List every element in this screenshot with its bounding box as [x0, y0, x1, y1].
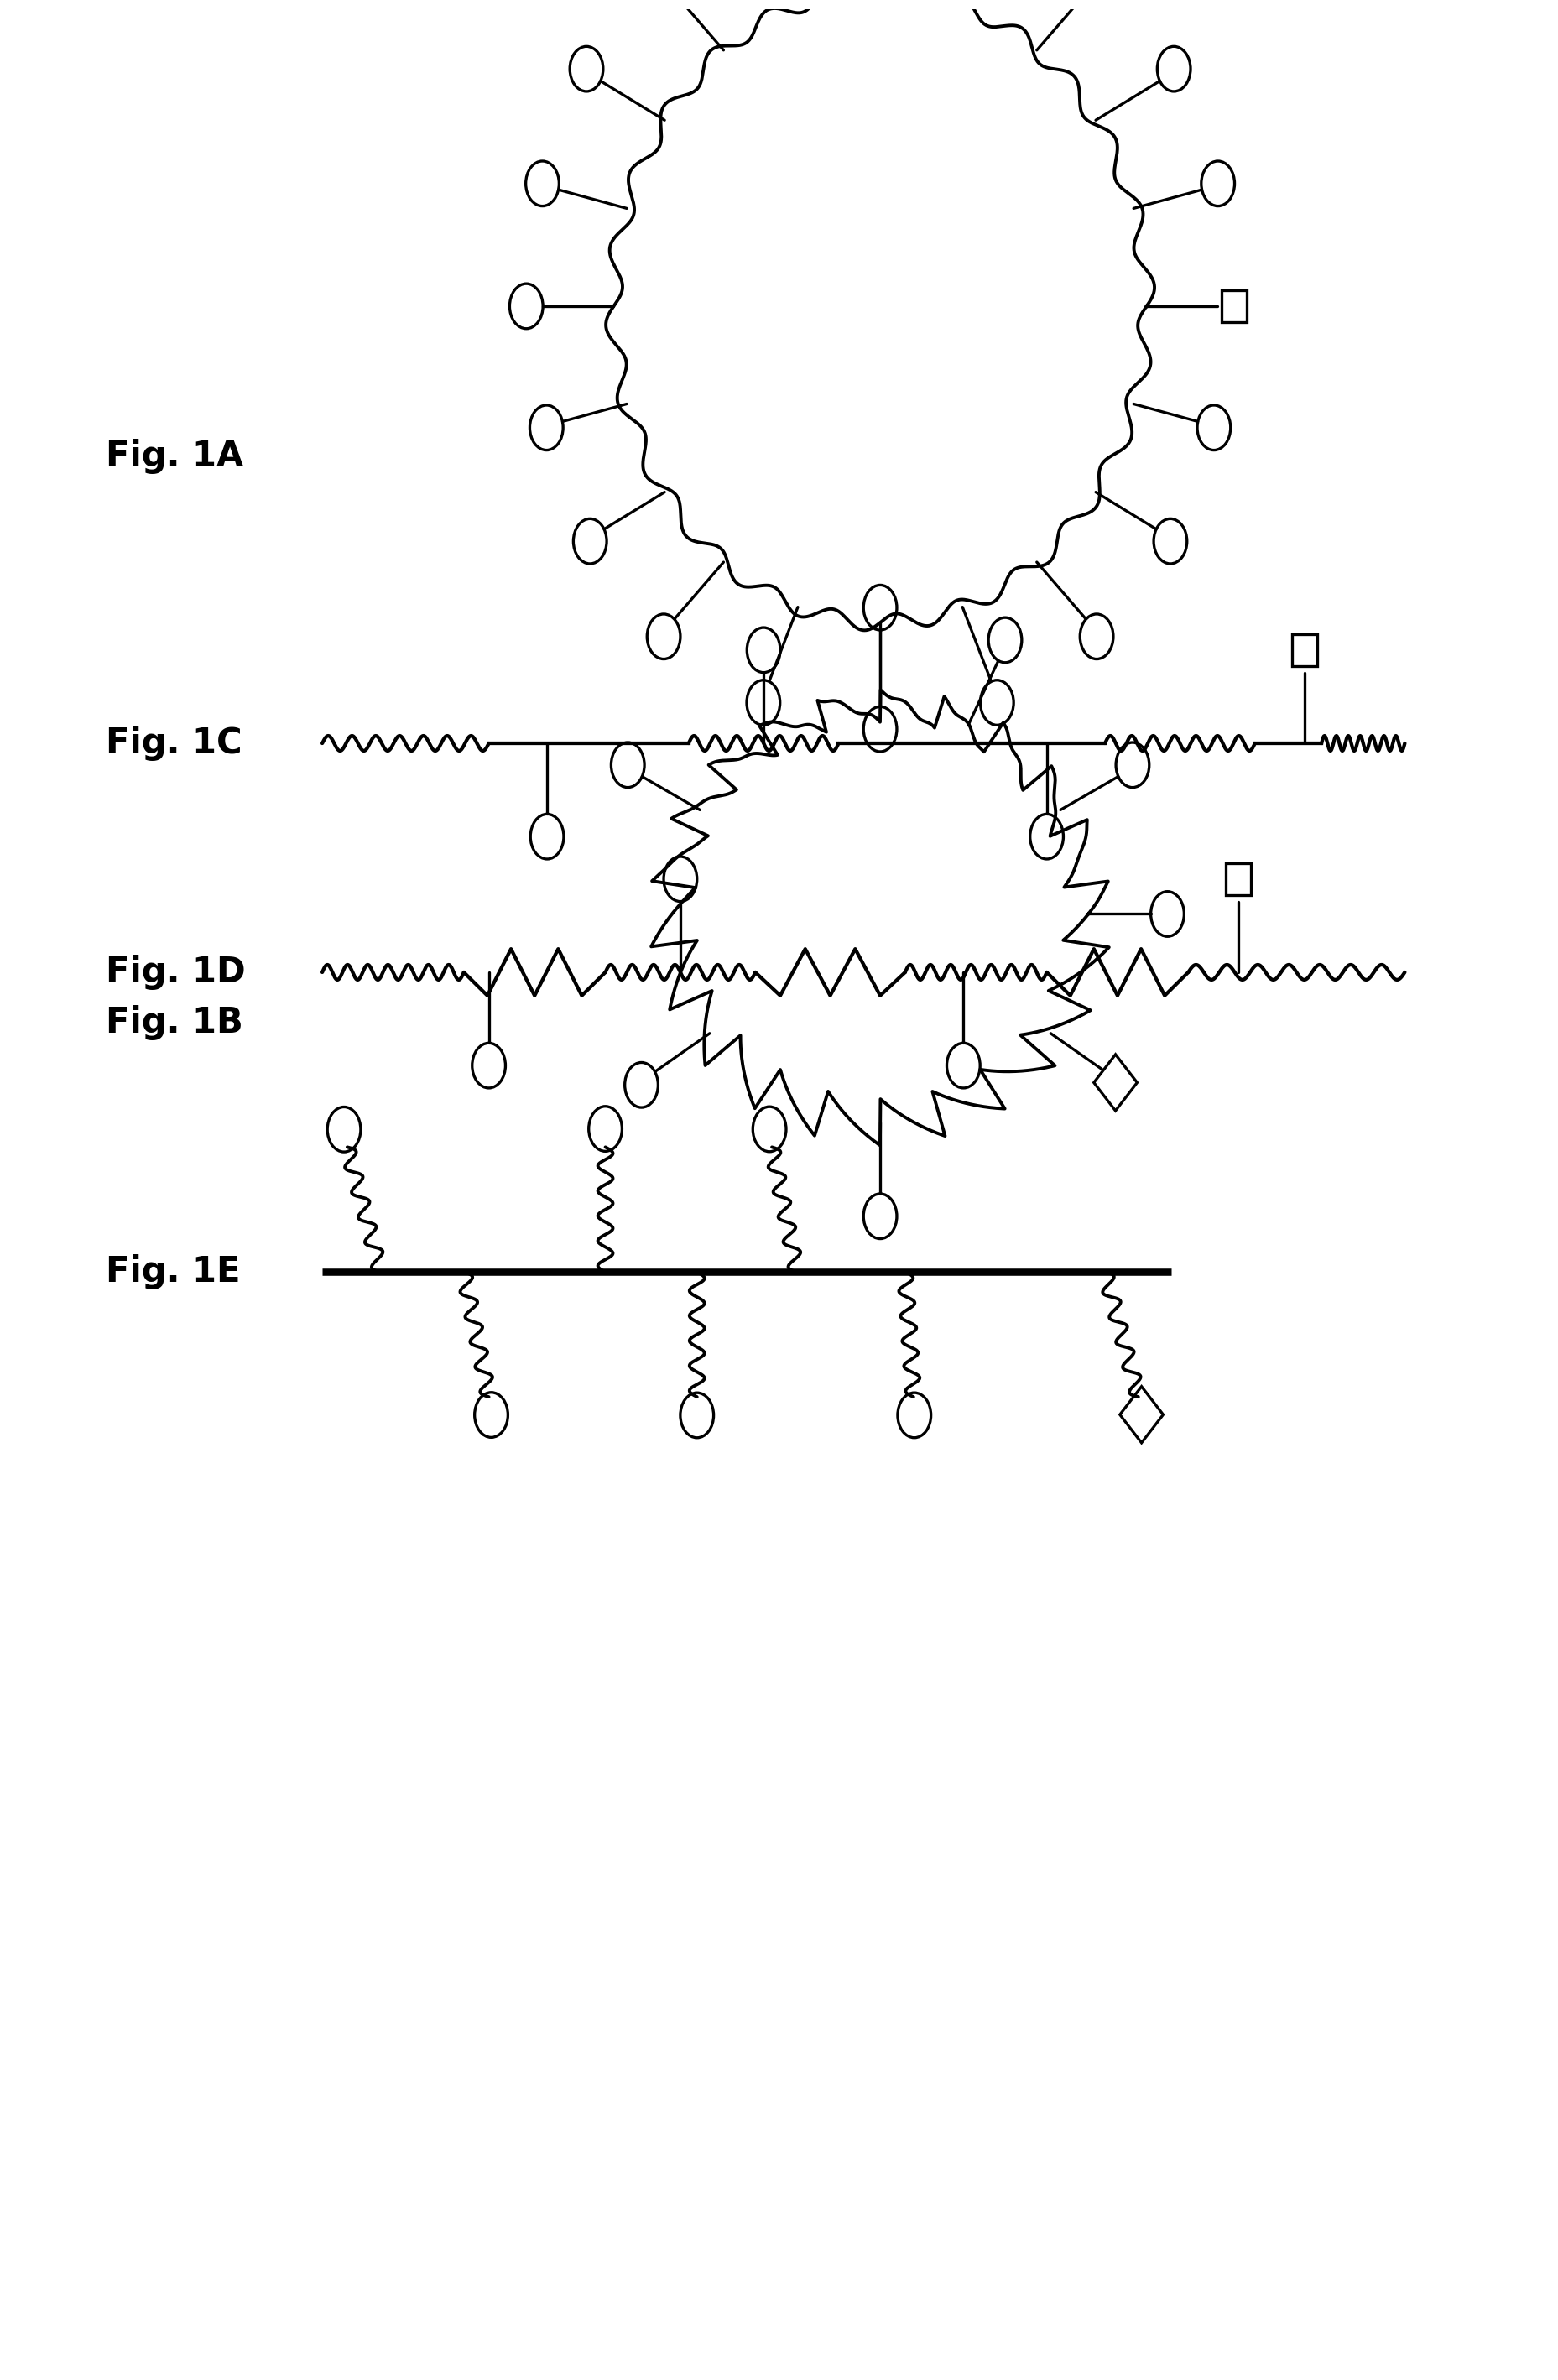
- Text: Fig. 1A: Fig. 1A: [106, 438, 243, 474]
- Text: Fig. 1C: Fig. 1C: [106, 726, 241, 762]
- Text: Fig. 1E: Fig. 1E: [106, 1254, 240, 1290]
- Bar: [1221, 290, 1246, 321]
- Bar: [1226, 864, 1251, 895]
- Bar: [1293, 633, 1318, 666]
- Text: Fig. 1D: Fig. 1D: [106, 954, 246, 990]
- Text: Fig. 1B: Fig. 1B: [106, 1004, 243, 1040]
